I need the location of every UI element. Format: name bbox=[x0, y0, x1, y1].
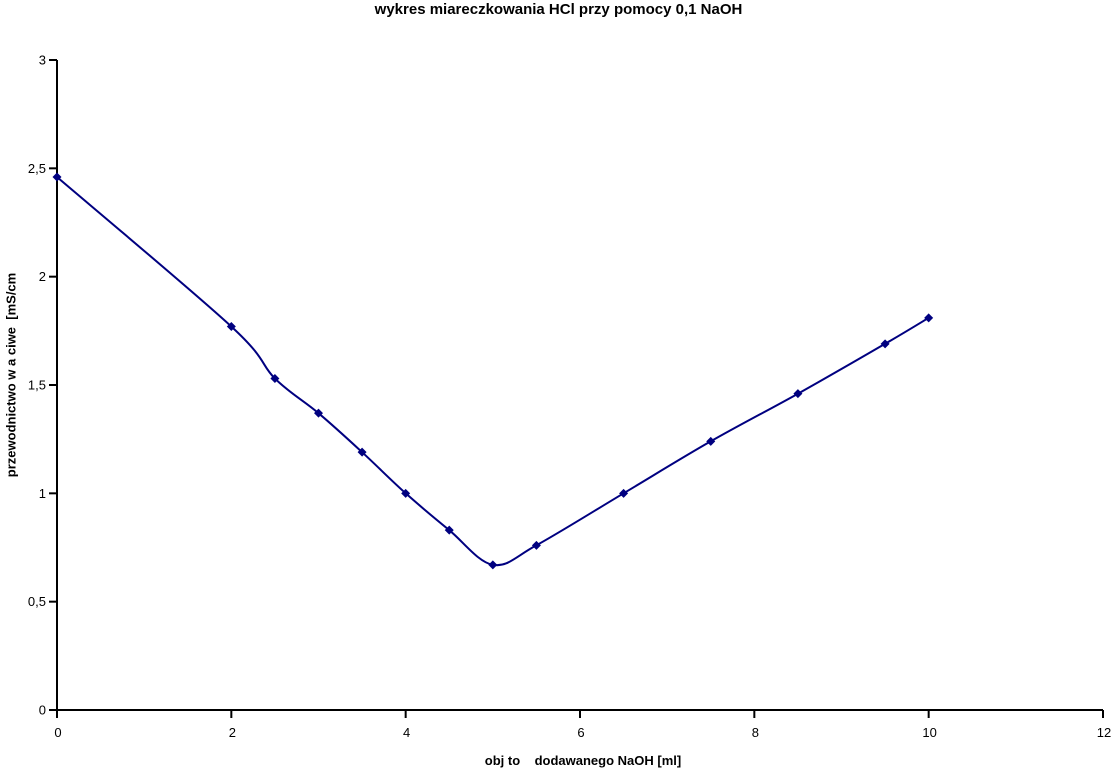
x-tick-label: 4 bbox=[403, 725, 410, 740]
data-point-marker bbox=[270, 374, 280, 383]
data-point-marker bbox=[444, 525, 454, 535]
data-point-marker bbox=[488, 560, 498, 570]
y-tick-label: 2 bbox=[39, 269, 46, 284]
y-tick-label: 1 bbox=[39, 486, 46, 501]
data-point-marker bbox=[357, 447, 367, 457]
x-tick-label: 12 bbox=[1097, 725, 1111, 740]
y-tick-label: 0 bbox=[39, 703, 46, 718]
data-point-marker bbox=[880, 339, 890, 349]
data-point-marker bbox=[401, 488, 411, 498]
x-tick-label: 6 bbox=[577, 725, 584, 740]
x-tick-label: 2 bbox=[229, 725, 236, 740]
y-tick-label: 3 bbox=[39, 53, 46, 68]
x-tick-label: 10 bbox=[922, 725, 936, 740]
chart-title: wykres miareczkowania HCl przy pomocy 0,… bbox=[374, 1, 743, 18]
x-axis-label: obj to dodawanego NaOH [ml] bbox=[484, 753, 682, 768]
data-point-marker bbox=[52, 172, 62, 182]
data-point-marker bbox=[706, 436, 716, 446]
y-tick-label: 0,5 bbox=[28, 594, 46, 609]
y-tick-label: 2,5 bbox=[28, 161, 46, 176]
data-point-marker bbox=[226, 322, 236, 331]
data-point-marker bbox=[314, 408, 323, 418]
series-line bbox=[56, 176, 930, 567]
data-point-marker bbox=[793, 389, 803, 399]
data-point-marker bbox=[924, 313, 934, 323]
y-tick-label: 1,5 bbox=[28, 378, 46, 393]
x-tick-label: 0 bbox=[54, 725, 61, 740]
x-tick-label: 8 bbox=[752, 725, 759, 740]
data-point-marker bbox=[531, 540, 541, 550]
data-point-marker bbox=[619, 488, 629, 498]
y-axis-label: przewodnictwo w a ciwe [mS/cm bbox=[3, 272, 19, 478]
